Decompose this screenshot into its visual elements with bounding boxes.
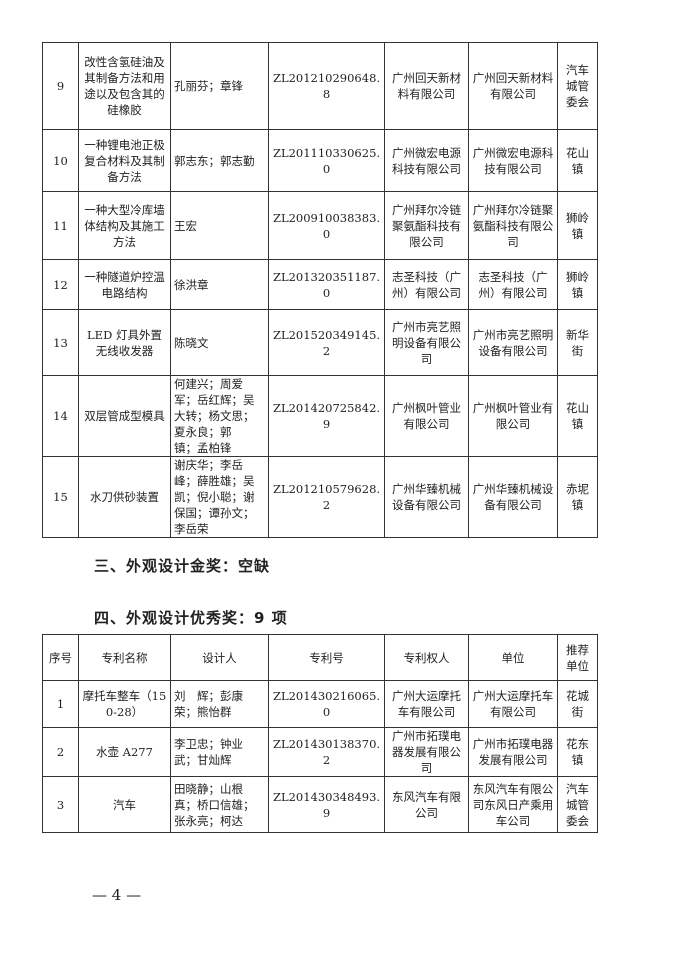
cell-inventors: 郭志东；郭志勤 [170, 129, 269, 192]
table-header-row: 序号 专利名称 设计人 专利号 专利权人 单位 推荐单位 [42, 634, 598, 681]
cell-patent: ZL201420725842.9 [268, 375, 385, 457]
cell-holder: 广州市拓璞电器发展有限公司 [384, 727, 469, 777]
cell-recommender: 新华街 [557, 309, 598, 376]
cell-inventors: 孔丽芬；章锋 [170, 42, 269, 130]
cell-holder: 广州拜尔冷链聚氨酯科技有限公司 [384, 191, 469, 260]
cell-no: 3 [42, 776, 79, 833]
table-row: 10 一种锂电池正极复合材料及其制备方法 郭志东；郭志勤 ZL201110330625… [42, 129, 598, 192]
patent-table-design: 序号 专利名称 设计人 专利号 专利权人 单位 推荐单位 1 摩托车整车（150-… [42, 634, 598, 833]
cell-inventors: 王宏 [170, 191, 269, 260]
header-recommender: 推荐单位 [557, 634, 598, 681]
cell-holder: 广州回天新材料有限公司 [384, 42, 469, 130]
cell-unit: 广州市亮艺照明设备有限公司 [468, 309, 558, 376]
cell-unit: 东风汽车有限公司东风日产乘用车公司 [468, 776, 558, 833]
cell-holder: 广州枫叶管业有限公司 [384, 375, 469, 457]
cell-name: 水刀供砂装置 [78, 456, 171, 538]
cell-name: 汽车 [78, 776, 171, 833]
cell-unit: 广州市拓璞电器发展有限公司 [468, 727, 558, 777]
table-row: 2 水壶 A277 李卫忠；钟业武；甘灿辉 ZL201430138370.2 广州市拓璞… [42, 727, 598, 777]
cell-unit: 广州大运摩托车有限公司 [468, 680, 558, 728]
cell-no: 14 [42, 375, 79, 457]
cell-name: 摩托车整车（150-28） [78, 680, 171, 728]
cell-holder: 广州市亮艺照明设备有限公司 [384, 309, 469, 376]
cell-no: 9 [42, 42, 79, 130]
table-row: 14 双层管成型模具 何建兴；周爱军；岳红辉；吴大转；杨文思；夏永良；郭 镇；孟柏锋… [42, 375, 598, 457]
heading-design-gold: 三、外观设计金奖：空缺 [94, 557, 271, 575]
cell-recommender: 狮岭镇 [557, 259, 598, 310]
header-name: 专利名称 [78, 634, 171, 681]
cell-recommender: 花山镇 [557, 129, 598, 192]
cell-inventors: 谢庆华；李岳峰；薛胜雄；吴 凯；倪小聪；谢保国；谭孙文；李岳荣 [170, 456, 269, 538]
cell-holder: 广州大运摩托车有限公司 [384, 680, 469, 728]
cell-recommender: 狮岭镇 [557, 191, 598, 260]
header-no: 序号 [42, 634, 79, 681]
cell-holder: 东风汽车有限公司 [384, 776, 469, 833]
cell-unit: 广州华臻机械设备有限公司 [468, 456, 558, 538]
table-row: 12 一种隧道炉控温电路结构 徐洪章 ZL201320351187.0 志圣科技（广州）… [42, 259, 598, 310]
cell-unit: 志圣科技（广州）有限公司 [468, 259, 558, 310]
table-row: 15 水刀供砂装置 谢庆华；李岳峰；薛胜雄；吴 凯；倪小聪；谢保国；谭孙文；李岳荣 Z… [42, 456, 598, 538]
cell-recommender: 花东镇 [557, 727, 598, 777]
cell-name: 一种隧道炉控温电路结构 [78, 259, 171, 310]
cell-inventors: 刘 辉；彭康荣；熊怡群 [170, 680, 269, 728]
header-unit: 单位 [468, 634, 558, 681]
page-number: — 4 — [92, 886, 142, 904]
table-row: 9 改性含氢硅油及其制备方法和用途以及包含其的硅橡胶 孔丽芬；章锋 ZL2012102… [42, 42, 598, 130]
cell-unit: 广州回天新材料有限公司 [468, 42, 558, 130]
header-patent: 专利号 [268, 634, 385, 681]
cell-holder: 广州微宏电源科技有限公司 [384, 129, 469, 192]
cell-unit: 广州拜尔冷链聚氨酯科技有限公司 [468, 191, 558, 260]
cell-no: 10 [42, 129, 79, 192]
header-holder: 专利权人 [384, 634, 469, 681]
cell-no: 13 [42, 309, 79, 376]
cell-name: 水壶 A277 [78, 727, 171, 777]
cell-recommender: 花城街 [557, 680, 598, 728]
cell-patent: ZL201430216065.0 [268, 680, 385, 728]
patent-table-invention: 9 改性含氢硅油及其制备方法和用途以及包含其的硅橡胶 孔丽芬；章锋 ZL2012102… [42, 42, 598, 538]
cell-patent: ZL201210579628.2 [268, 456, 385, 538]
cell-inventors: 何建兴；周爱军；岳红辉；吴大转；杨文思；夏永良；郭 镇；孟柏锋 [170, 375, 269, 457]
cell-name: LED 灯具外置无线收发器 [78, 309, 171, 376]
cell-no: 2 [42, 727, 79, 777]
cell-unit: 广州枫叶管业有限公司 [468, 375, 558, 457]
cell-name: 一种大型冷库墙体结构及其施工方法 [78, 191, 171, 260]
cell-patent: ZL201430138370.2 [268, 727, 385, 777]
cell-holder: 广州华臻机械设备有限公司 [384, 456, 469, 538]
cell-name: 双层管成型模具 [78, 375, 171, 457]
cell-no: 15 [42, 456, 79, 538]
table-row: 3 汽车 田晓静；山根真；桥口信雄；张永亮；柯达 ZL201430348493.9 东风… [42, 776, 598, 833]
cell-patent: ZL201430348493.9 [268, 776, 385, 833]
cell-patent: ZL201320351187.0 [268, 259, 385, 310]
cell-holder: 志圣科技（广州）有限公司 [384, 259, 469, 310]
table-row: 13 LED 灯具外置无线收发器 陈晓文 ZL201520349145.2 广州市亮艺照… [42, 309, 598, 376]
cell-no: 1 [42, 680, 79, 728]
cell-patent: ZL201520349145.2 [268, 309, 385, 376]
cell-recommender: 汽车城管委会 [557, 776, 598, 833]
cell-no: 11 [42, 191, 79, 260]
cell-inventors: 陈晓文 [170, 309, 269, 376]
cell-name: 改性含氢硅油及其制备方法和用途以及包含其的硅橡胶 [78, 42, 171, 130]
heading-design-excellence: 四、外观设计优秀奖：9 项 [94, 609, 288, 627]
cell-recommender: 花山镇 [557, 375, 598, 457]
table-row: 11 一种大型冷库墙体结构及其施工方法 王宏 ZL200910038383.0 广州拜尔… [42, 191, 598, 260]
cell-patent: ZL200910038383.0 [268, 191, 385, 260]
cell-recommender: 汽车城管委会 [557, 42, 598, 130]
cell-inventors: 徐洪章 [170, 259, 269, 310]
cell-recommender: 赤坭镇 [557, 456, 598, 538]
cell-inventors: 李卫忠；钟业武；甘灿辉 [170, 727, 269, 777]
header-inventors: 设计人 [170, 634, 269, 681]
cell-patent: ZL201210290648.8 [268, 42, 385, 130]
table-row: 1 摩托车整车（150-28）刘 辉；彭康荣；熊怡群 ZL201430216065.… [42, 680, 598, 728]
cell-patent: ZL201110330625.0 [268, 129, 385, 192]
cell-name: 一种锂电池正极复合材料及其制备方法 [78, 129, 171, 192]
cell-inventors: 田晓静；山根真；桥口信雄；张永亮；柯达 [170, 776, 269, 833]
cell-unit: 广州微宏电源科技有限公司 [468, 129, 558, 192]
cell-no: 12 [42, 259, 79, 310]
